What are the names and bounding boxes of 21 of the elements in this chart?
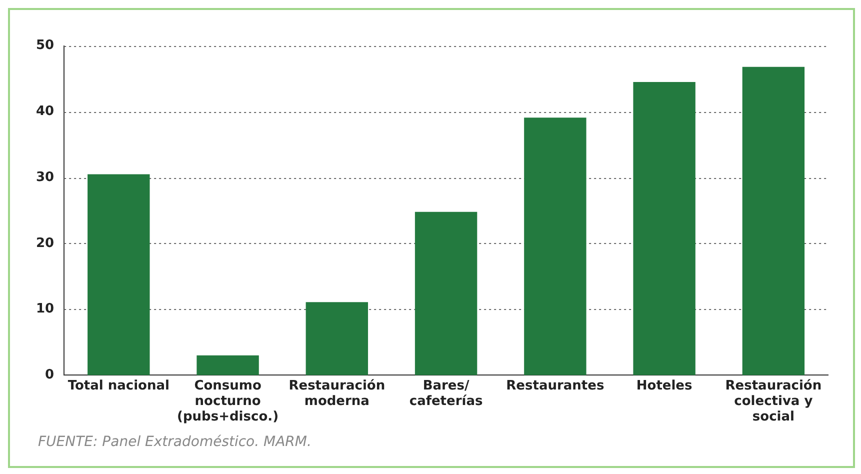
x-tick-label: Bares/ cafeterías: [409, 378, 483, 409]
bar: [306, 302, 368, 376]
y-tick-label: 50: [36, 38, 54, 54]
x-tick-label: Restauración moderna: [288, 378, 386, 409]
x-tick-label: Consumo nocturno (pubs+disco.): [177, 378, 279, 425]
bar: [742, 66, 805, 376]
y-tick-label: 40: [36, 104, 54, 120]
bar: [524, 118, 586, 376]
x-tick-label: Hoteles: [636, 378, 692, 394]
y-tick-label: 20: [36, 236, 54, 251]
bar: [88, 174, 150, 376]
source-note: FUENTE: Panel Extradoméstico. MARM.: [38, 434, 312, 450]
y-tick-label: 0: [45, 368, 54, 383]
y-tick-label: 10: [36, 302, 54, 317]
x-tick-label: Restauración colectiva y social: [725, 378, 822, 425]
x-tick-label: Total nacional: [68, 378, 170, 394]
x-tick-label: Restaurantes: [506, 378, 604, 394]
y-tick-label: 30: [36, 170, 54, 185]
bar: [633, 82, 696, 376]
bar: [196, 355, 259, 376]
bar: [414, 212, 478, 376]
